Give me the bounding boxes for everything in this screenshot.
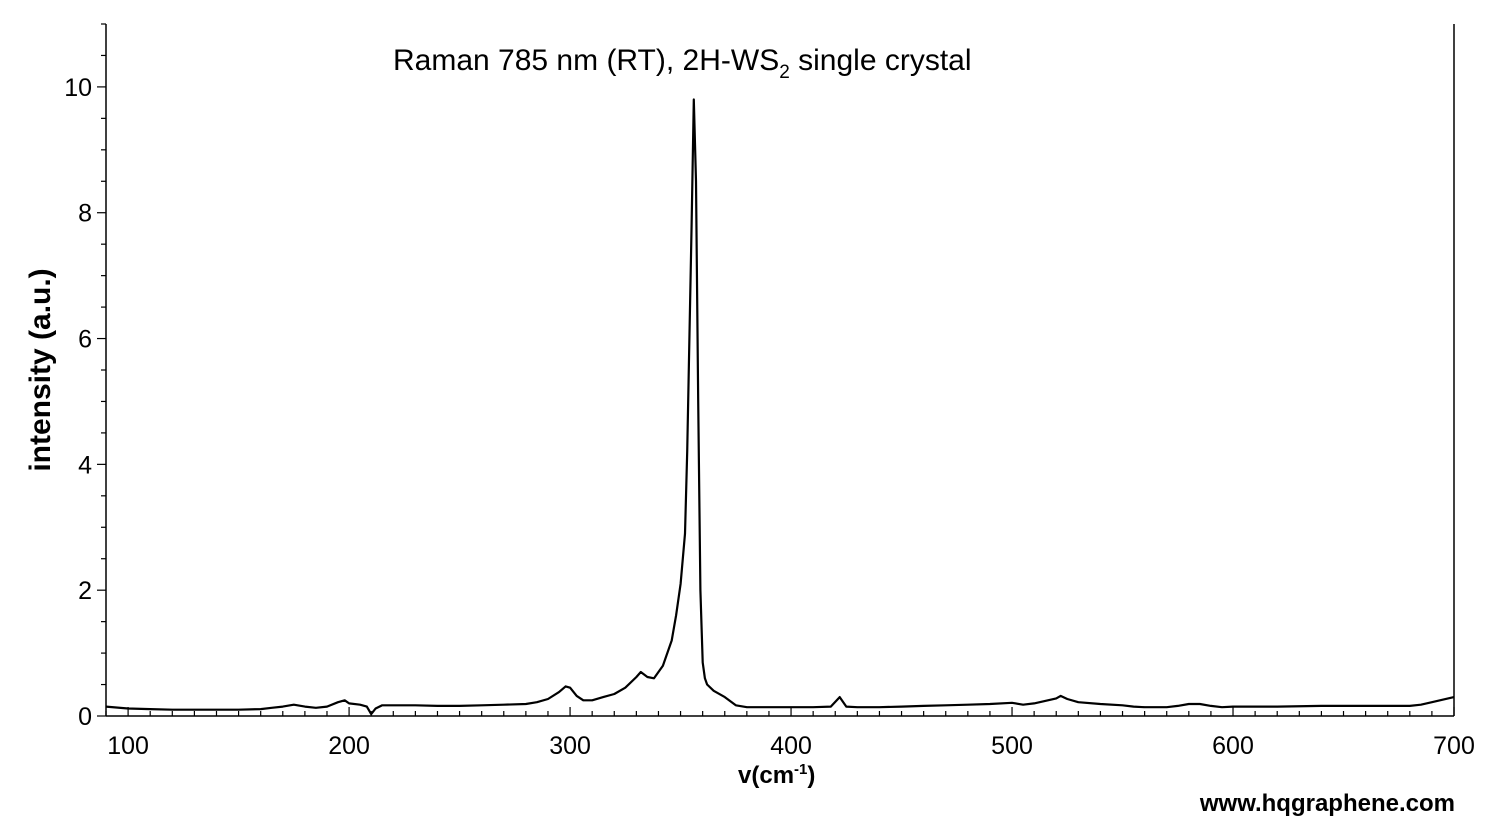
x-tick-label: 500 <box>991 732 1033 760</box>
x-tick-label: 200 <box>328 732 370 760</box>
x-tick-label: 700 <box>1433 732 1475 760</box>
ticks <box>97 23 1455 717</box>
axes <box>105 24 1455 717</box>
x-tick-label: 400 <box>770 732 812 760</box>
y-tick-label: 0 <box>78 703 92 731</box>
x-tick-label: 300 <box>549 732 591 760</box>
x-tick-label: 600 <box>1212 732 1254 760</box>
x-axis-label: v(cm-1) <box>738 761 815 789</box>
watermark: www.hqgraphene.com <box>1199 790 1455 817</box>
xlabel-superscript: -1 <box>794 761 807 778</box>
x-tick-label: 100 <box>107 732 149 760</box>
xlabel-suffix: ) <box>807 762 815 789</box>
y-tick-label: 8 <box>78 200 92 228</box>
y-tick-label: 10 <box>64 74 92 102</box>
xlabel-text: v(cm <box>738 762 794 789</box>
title-suffix: single crystal <box>790 44 972 77</box>
title-subscript: 2 <box>779 62 790 83</box>
series-line <box>105 98 1455 716</box>
title-prefix: Raman 785 nm (RT), 2H-WS <box>393 44 779 77</box>
chart-title: Raman 785 nm (RT), 2H-WS2 single crystal <box>393 44 972 83</box>
y-tick-label: 2 <box>78 577 92 605</box>
tick-labels: 100 200 300 400 500 600 700 0 2 4 6 8 10 <box>64 74 1475 760</box>
y-axis-label: intensity (a.u.) <box>24 268 57 471</box>
y-tick-label: 6 <box>78 326 92 354</box>
y-tick-label: 4 <box>78 451 92 479</box>
